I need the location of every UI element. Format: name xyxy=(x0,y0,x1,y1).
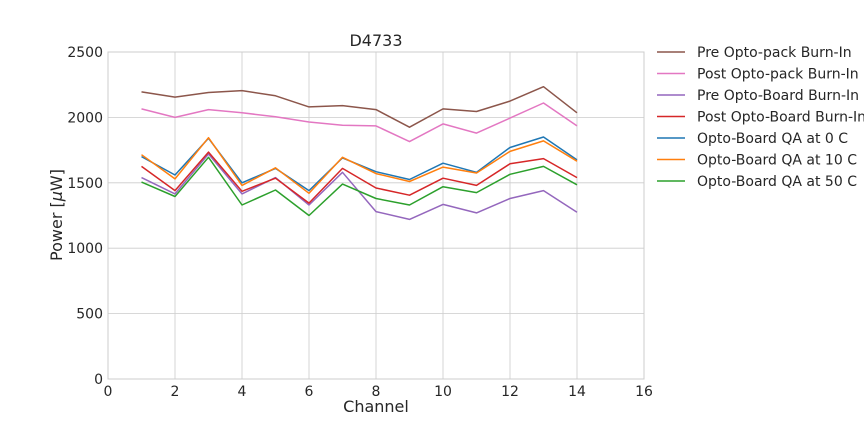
tick-labels: 0 2 4 6 8 10 12 14 16 0 500 1000 1500 2000 2500 xyxy=(67,45,653,400)
x-tick-label: 2 xyxy=(171,384,180,400)
chart-title: D4733 xyxy=(349,31,402,50)
x-tick-label: 10 xyxy=(434,384,452,400)
y-axis-label: Power [μW] xyxy=(47,169,66,261)
y-axis-label-suffix: W] xyxy=(47,169,66,191)
legend-entry-label: Post Opto-pack Burn-In xyxy=(697,67,859,83)
series-line-1 xyxy=(141,85,578,128)
x-tick-label: 4 xyxy=(238,384,247,400)
grid xyxy=(107,51,645,380)
legend-entry-label: Pre Opto-Board Burn-In xyxy=(697,88,859,104)
x-tick-label: 12 xyxy=(501,384,519,400)
x-tick-label: 0 xyxy=(104,384,113,400)
series-lines xyxy=(141,85,578,221)
legend-entry-label: Post Opto-Board Burn-In xyxy=(697,110,864,126)
y-tick-label: 2000 xyxy=(67,110,103,126)
series-line-2 xyxy=(141,102,578,143)
legend-entry-label: Opto-Board QA at 0 C xyxy=(697,131,848,147)
legend-entry-label: Pre Opto-pack Burn-In xyxy=(697,45,852,61)
x-tick-label: 8 xyxy=(372,384,381,400)
legend-entry-label: Opto-Board QA at 10 C xyxy=(697,153,857,169)
y-tick-label: 1000 xyxy=(67,241,103,257)
y-axis-label-unit: μ xyxy=(47,191,66,202)
y-tick-label: 500 xyxy=(76,307,103,323)
x-axis-label: Channel xyxy=(343,397,409,416)
series-line-4 xyxy=(141,151,578,204)
y-tick-label: 0 xyxy=(94,372,103,388)
y-tick-label: 1500 xyxy=(67,176,103,192)
plot-area-frame xyxy=(107,51,645,380)
series-line-7 xyxy=(141,156,578,217)
y-axis-label-prefix: Power [ xyxy=(47,201,66,261)
x-tick-label: 6 xyxy=(305,384,314,400)
series-line-6 xyxy=(141,136,578,195)
legend: Pre Opto-pack Burn-In Post Opto-pack Burn… xyxy=(657,45,864,190)
legend-entry-label: Opto-Board QA at 50 C xyxy=(697,174,857,190)
y-tick-label: 2500 xyxy=(67,45,103,61)
x-tick-label: 16 xyxy=(635,384,653,400)
x-tick-label: 14 xyxy=(568,384,586,400)
